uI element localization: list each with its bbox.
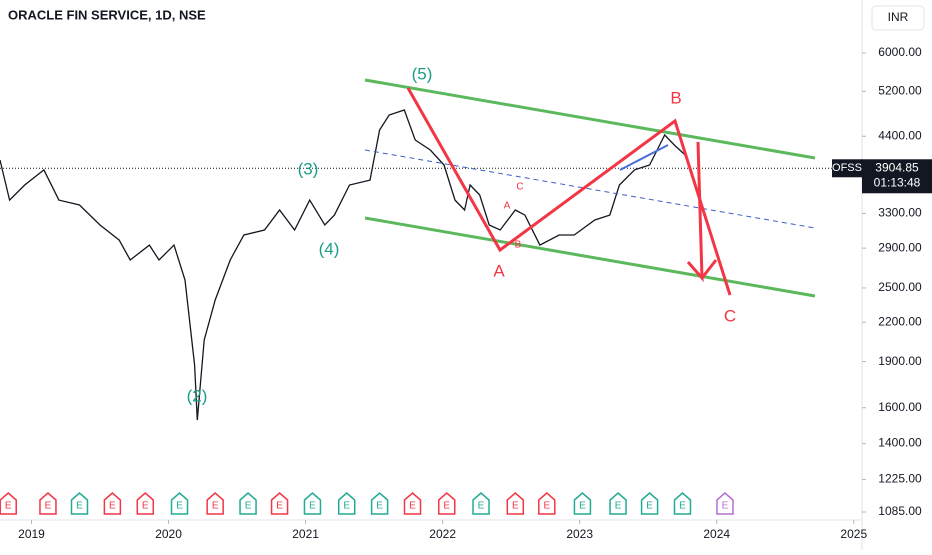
earnings-marker: [538, 492, 556, 515]
earnings-marker: [673, 492, 692, 515]
earnings-marker: [39, 492, 57, 515]
earnings-marker: [506, 492, 525, 515]
currency[interactable]: INR: [888, 10, 909, 24]
x-tick-label: 2020: [155, 527, 182, 541]
mid-line: [364, 149, 816, 229]
earnings-label: E: [5, 501, 12, 512]
earnings-marker: [403, 492, 422, 515]
wave-label: C: [724, 306, 736, 325]
y-tick-label: 1085.00: [878, 504, 922, 518]
earnings-marker: [239, 492, 257, 515]
countdown: 01:13:48: [874, 175, 921, 189]
symbol-box: [832, 159, 862, 178]
earnings-marker: [573, 492, 592, 515]
earnings-marker: [438, 492, 456, 515]
plot: [0, 109, 862, 421]
arrow: [700, 259, 718, 279]
earnings-marker: [337, 492, 356, 515]
earnings-label: E: [309, 501, 316, 512]
earnings-marker: [206, 492, 224, 515]
y-tick-label: 1400.00: [878, 436, 922, 450]
earnings-label: E: [109, 501, 116, 512]
wave-label: A: [504, 201, 511, 212]
earnings-label: E: [615, 501, 622, 512]
x-tick-label: 2019: [18, 527, 45, 541]
last-price: 3904.85: [875, 160, 919, 174]
wave-label: (3): [298, 159, 319, 178]
wave-label: C: [516, 182, 523, 193]
earnings-marker: [70, 492, 89, 515]
wave-label: (5): [412, 64, 433, 83]
earnings-marker: [640, 492, 659, 515]
earnings-marker: [609, 492, 627, 515]
wave-label: B: [670, 88, 681, 107]
earnings-marker: [472, 492, 490, 515]
earnings-label: E: [478, 501, 485, 512]
earnings-marker: [136, 492, 155, 515]
x-tick-label: 2021: [292, 527, 319, 541]
earnings-label: E: [343, 501, 350, 512]
x-tick-label: 2024: [703, 527, 730, 541]
earnings-marker: [0, 492, 17, 515]
earnings-label: E: [443, 501, 450, 512]
wave-label: A: [493, 261, 505, 280]
wave-label: (4): [319, 239, 340, 258]
symbol: OFSS: [832, 162, 862, 174]
y-tick-label: 2200.00: [878, 314, 922, 328]
x-tick-label: 2022: [429, 527, 456, 541]
y-tick-label: 2500.00: [878, 280, 922, 294]
earnings-marker: [716, 492, 734, 515]
y-tick-label: 1225.00: [878, 472, 922, 486]
earnings-marker: [103, 492, 122, 515]
y-tick-label: 4400.00: [878, 128, 922, 142]
channel-line: [364, 78, 816, 160]
y-tick-label: 1600.00: [878, 400, 922, 414]
earnings-label: E: [176, 501, 183, 512]
trend-line: [619, 144, 669, 171]
earnings-label: E: [212, 501, 219, 512]
earnings-label: E: [142, 501, 149, 512]
wave-label: B: [515, 240, 522, 251]
arrow: [686, 141, 704, 283]
y-tick-label: 5200.00: [878, 84, 922, 98]
chart-title: ORACLE FIN SERVICE, 1D, NSE: [8, 7, 206, 22]
earnings-label: E: [76, 501, 83, 512]
price-box: [862, 159, 932, 194]
x-tick-label: 2023: [566, 527, 593, 541]
earnings-label: E: [245, 501, 252, 512]
earnings-marker: [170, 492, 189, 515]
currency-button[interactable]: [871, 5, 925, 31]
channel-line: [364, 216, 816, 298]
y-tick-label: 2900.00: [878, 240, 922, 254]
earnings-label: E: [276, 501, 283, 512]
earnings-label: E: [543, 501, 550, 512]
x-tick-label: 2025: [840, 527, 867, 541]
earnings-label: E: [679, 501, 686, 512]
earnings-marker: [303, 492, 322, 515]
earnings-label: E: [409, 501, 416, 512]
earnings-marker: [370, 492, 389, 515]
wave-label: (2): [187, 386, 208, 405]
earnings-label: E: [579, 501, 586, 512]
earnings-label: E: [722, 501, 729, 512]
wave-path: [406, 87, 732, 296]
earnings-label: E: [376, 501, 383, 512]
y-tick-label: 6000.00: [878, 45, 922, 59]
earnings-label: E: [646, 501, 653, 512]
earnings-label: E: [45, 501, 52, 512]
earnings-marker: [270, 492, 289, 515]
y-tick-label: 1900.00: [878, 354, 922, 368]
price-line: [0, 109, 686, 421]
earnings-label: E: [512, 501, 519, 512]
y-tick-label: 3300.00: [878, 206, 922, 220]
